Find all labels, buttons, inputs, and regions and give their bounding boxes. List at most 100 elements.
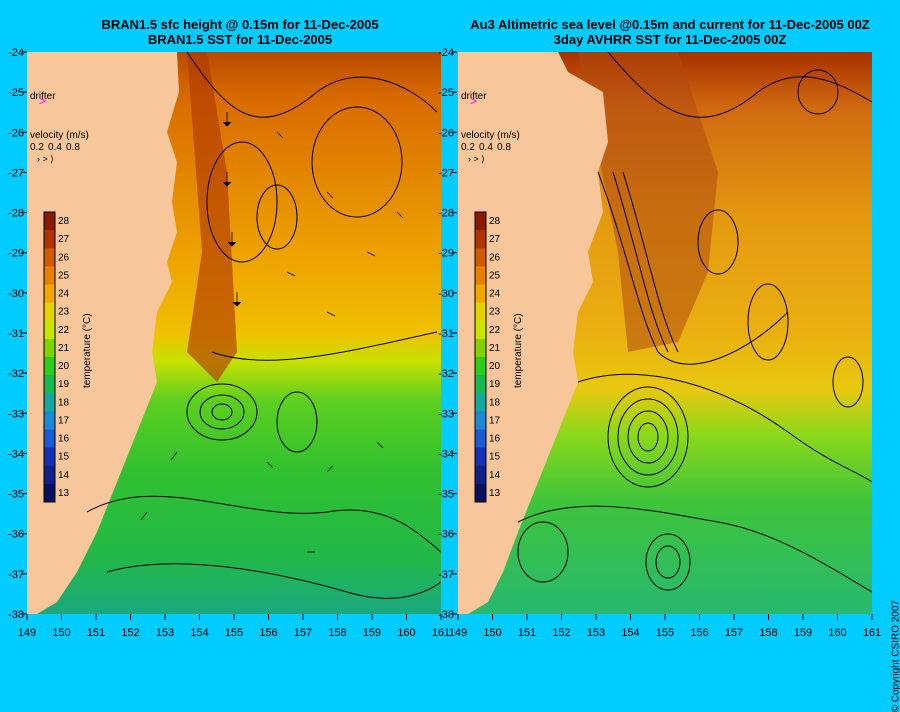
y-tick-label: -32	[8, 368, 24, 380]
x-tick-label: 158	[328, 627, 346, 639]
colorbar-swatch	[44, 411, 55, 430]
colorbar-tick-label: 13	[489, 488, 501, 499]
y-tick-label: -24	[8, 47, 24, 59]
x-tick-label: 151	[87, 627, 105, 639]
y-axis-left: -24 -25 -26 -27 -28 -29 -30 -31 -32 -33 -34 -35 -36 -…	[8, 47, 27, 621]
colorbar-tick-label: 19	[489, 379, 501, 390]
colorbar-swatch	[475, 266, 486, 285]
drifter-label: drifter	[30, 91, 56, 102]
colorbar-swatch	[475, 320, 486, 340]
left-drifter-legend: drifter > velocity (m/s) 0.2 0.4 0.8 › >…	[30, 91, 89, 164]
colorbar-swatch	[44, 465, 55, 485]
colorbar-tick-label: 14	[489, 470, 501, 481]
colorbar-swatch	[44, 302, 55, 322]
y-tick-label: -31	[8, 328, 24, 340]
colorbar-swatch	[44, 375, 55, 394]
colorbar-tick-label: 15	[489, 452, 501, 463]
x-tick-label: 150	[483, 627, 501, 639]
colorbar-tick-label: 17	[58, 415, 70, 426]
colorbar-tick-label: 20	[489, 361, 501, 372]
colorbar-frame	[474, 211, 487, 503]
velocity-legend-value-3: 0.8	[497, 142, 511, 153]
x-axis-left: 149 150 151 152 153 154 155 156 157 158 159 160 161	[18, 614, 450, 639]
colorbar-swatch	[475, 302, 486, 322]
x-tick-label: 161	[432, 627, 450, 639]
colorbar-tick-label: 15	[58, 452, 70, 463]
x-tick-label: 153	[156, 627, 174, 639]
x-tick-label: 154	[190, 627, 208, 639]
colorbar-swatches	[474, 211, 487, 503]
right-title-line1: Au3 Altimetric sea level @0.15m and curr…	[470, 17, 870, 32]
colorbar-ticks: 28 27 26 25 24 23 22 21 20 19 18 17 16 15 14 13	[58, 216, 70, 499]
colorbar-swatch	[44, 230, 55, 249]
x-tick-label: 150	[52, 627, 70, 639]
y-tick-label: -35	[8, 489, 24, 501]
x-tick-label: 149	[18, 627, 36, 639]
colorbar-swatch	[44, 393, 55, 412]
colorbar-swatch	[475, 357, 486, 376]
colorbar-swatches	[43, 211, 56, 503]
drifter-marker-icon: >	[470, 94, 477, 108]
x-tick-label: 160	[397, 627, 415, 639]
colorbar-swatch	[44, 483, 55, 503]
left-title-line2: BRAN1.5 SST for 11-Dec-2005	[147, 32, 333, 47]
x-tick-label: 160	[828, 627, 846, 639]
drifter-label: drifter	[461, 91, 487, 102]
colorbar-tick-label: 19	[58, 379, 70, 390]
colorbar-swatch	[475, 411, 486, 430]
x-tick-label: 157	[294, 627, 312, 639]
colorbar-swatch	[44, 429, 55, 449]
x-tick-label: 154	[621, 627, 639, 639]
velocity-legend-value-2: 0.4	[479, 142, 493, 153]
colorbar-swatch	[475, 483, 486, 503]
y-tick-label: -27	[8, 167, 24, 179]
y-tick-label: -29	[8, 248, 24, 260]
velocity-legend-label: velocity (m/s)	[461, 130, 520, 141]
land-mass	[458, 52, 608, 614]
left-title-line1: BRAN1.5 sfc height @ 0.15m for 11-Dec-20…	[101, 17, 379, 32]
colorbar-tick-label: 26	[489, 252, 501, 263]
sea-level-contours	[86, 52, 441, 599]
copyright-notice: © Copyright CSIRO 2007	[890, 600, 900, 712]
colorbar-swatch	[475, 212, 486, 231]
colorbar-tick-label: 23	[489, 307, 501, 318]
colorbar-tick-label: 25	[58, 270, 70, 281]
colorbar-swatch	[44, 284, 55, 304]
colorbar-tick-label: 25	[489, 270, 501, 281]
velocity-legend-label: velocity (m/s)	[30, 130, 89, 141]
colorbar-swatch	[44, 357, 55, 376]
colorbar-swatch	[475, 230, 486, 249]
velocity-legend-arrows-icon: › > ⟩	[468, 154, 485, 164]
colorbar-swatch	[44, 212, 55, 231]
x-tick-label: 149	[449, 627, 467, 639]
colorbar-tick-label: 18	[58, 397, 70, 408]
colorbar-swatch	[475, 375, 486, 394]
right-drifter-legend: drifter > velocity (m/s) 0.2 0.4 0.8 › >…	[461, 91, 520, 164]
colorbar-swatch	[44, 248, 55, 267]
colorbar-tick-label: 21	[58, 343, 70, 354]
altimetric-contours	[517, 52, 872, 593]
right-colorbar: 28 27 26 25 24 23 22 21 20 19 18 17 16 15 14 13 tempera…	[474, 211, 524, 503]
y-tick-label: -28	[8, 208, 24, 220]
colorbar-swatch	[475, 393, 486, 412]
colorbar-tick-label: 22	[58, 325, 70, 336]
colorbar-tick-label: 21	[489, 343, 501, 354]
left-sst-map: drifter > velocity (m/s) 0.2 0.4 0.8 › >…	[27, 52, 441, 614]
x-tick-label: 151	[518, 627, 536, 639]
colorbar-tick-label: 16	[58, 434, 70, 445]
colorbar-swatch	[475, 465, 486, 485]
colorbar-swatch	[44, 338, 55, 358]
y-tick-label: -37	[8, 569, 24, 581]
velocity-legend-value-1: 0.2	[30, 142, 44, 153]
y-tick-label: -30	[8, 288, 24, 300]
x-axis-right: 149 150 151 152 153 154 155 156 157 158 159 160 161	[449, 614, 881, 639]
x-tick-label: 153	[587, 627, 605, 639]
x-tick-label: 157	[725, 627, 743, 639]
colorbar-ticks: 28 27 26 25 24 23 22 21 20 19 18 17 16 15 14 13	[489, 216, 501, 499]
x-tick-label: 158	[759, 627, 777, 639]
left-panel-title: BRAN1.5 sfc height @ 0.15m for 11-Dec-20…	[40, 17, 440, 47]
x-tick-label: 156	[690, 627, 708, 639]
y-tick-label: -36	[8, 529, 24, 541]
warm-water-region	[578, 52, 718, 352]
right-panel-title: Au3 Altimetric sea level @0.15m and curr…	[460, 17, 880, 47]
